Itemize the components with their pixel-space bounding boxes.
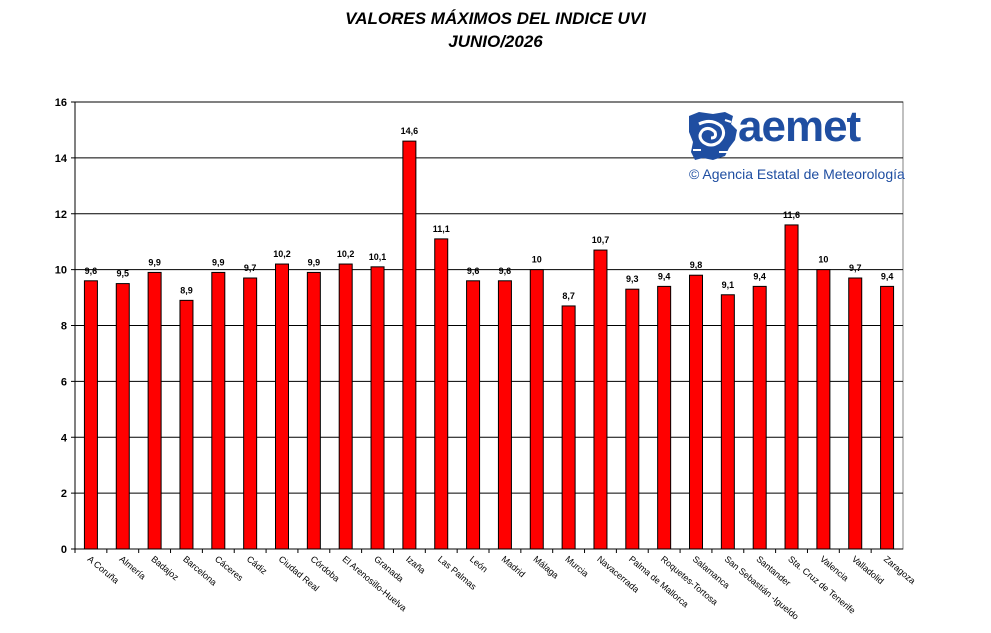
- y-tick-label: 0: [61, 544, 67, 556]
- value-label: 9,3: [626, 274, 639, 284]
- category-label: León: [468, 554, 490, 575]
- y-tick-label: 12: [55, 209, 67, 221]
- value-labels: 9,6 9,5 9,9 8,9 9,9 9,7 10,2 9,9 10,2 10,1 14,6 11,…: [85, 126, 894, 301]
- bars: [83, 140, 895, 550]
- bar: [848, 277, 863, 550]
- logo-wordmark: aemet: [738, 102, 861, 151]
- bar: [338, 263, 353, 550]
- axes: [71, 101, 903, 553]
- bar: [306, 271, 321, 550]
- bar: [243, 277, 258, 550]
- category-label: Badajoz: [149, 554, 181, 583]
- category-label: Zaragoza: [882, 554, 918, 586]
- value-label: 9,7: [244, 263, 257, 273]
- value-label: 9,9: [148, 257, 161, 267]
- bar: [497, 280, 512, 550]
- value-label: 11,1: [433, 224, 450, 234]
- value-label: 9,4: [881, 271, 894, 281]
- y-tick-labels: 0 2 4 6 8 10 12 14 16: [55, 97, 68, 556]
- category-label: Palma de Mallorca: [627, 554, 691, 610]
- bar: [434, 238, 449, 550]
- value-label: 8,7: [562, 291, 575, 301]
- aemet-logo: aemet © Agencia Estatal de Meteorología: [683, 102, 905, 190]
- category-label: Cádiz: [245, 554, 269, 577]
- bar: [561, 305, 576, 550]
- value-label: 9,8: [690, 260, 703, 270]
- y-tick-label: 6: [61, 376, 67, 388]
- value-label: 8,9: [180, 285, 193, 295]
- y-tick-label: 2: [61, 488, 67, 500]
- value-label: 10,1: [369, 252, 387, 262]
- bar: [115, 283, 130, 550]
- chart-title: VALORES MÁXIMOS DEL INDICE UVI: [345, 9, 646, 28]
- bar: [179, 299, 194, 550]
- category-label: Barcelona: [181, 554, 218, 588]
- value-label: 10,2: [337, 249, 355, 259]
- aemet-spain-map-icon: [689, 112, 737, 160]
- bar: [275, 263, 289, 550]
- bar: [625, 288, 640, 550]
- bar: [211, 271, 226, 550]
- bar: [816, 269, 831, 550]
- value-label: 9,4: [658, 271, 671, 281]
- bar: [720, 294, 735, 550]
- bar: [880, 285, 895, 550]
- y-tick-label: 10: [55, 265, 67, 277]
- value-label: 9,6: [85, 266, 98, 276]
- category-label: Murcia: [563, 554, 590, 579]
- bar: [689, 274, 703, 550]
- category-label: Málaga: [531, 554, 560, 581]
- bar: [83, 280, 98, 550]
- value-label: 10,2: [273, 249, 291, 259]
- bar: [147, 271, 162, 550]
- bar: [784, 224, 799, 550]
- bar: [657, 285, 672, 550]
- bar: [370, 266, 385, 550]
- category-label: Madrid: [500, 554, 528, 579]
- value-label: 14,6: [401, 126, 419, 136]
- value-label: 10,7: [592, 235, 610, 245]
- bar: [466, 280, 481, 550]
- category-label: Roquetes-Tortosa: [659, 554, 720, 607]
- value-label: 11,6: [783, 210, 800, 220]
- chart-subtitle: JUNIO/2026: [448, 32, 543, 51]
- value-label: 9,7: [849, 263, 862, 273]
- value-label: 9,9: [212, 257, 225, 267]
- category-label: A Coruña: [86, 554, 121, 586]
- category-label: Almería: [117, 554, 147, 582]
- value-label: 9,9: [308, 257, 321, 267]
- value-label: 9,6: [499, 266, 512, 276]
- value-label: 9,6: [467, 266, 480, 276]
- value-label: 9,1: [722, 280, 735, 290]
- bar: [529, 269, 544, 550]
- category-label: Izaña: [404, 554, 427, 576]
- y-tick-label: 4: [61, 432, 68, 444]
- value-label: 9,5: [117, 269, 130, 279]
- bar: [402, 140, 417, 550]
- value-label: 10: [818, 255, 828, 265]
- y-tick-label: 8: [61, 321, 67, 333]
- logo-subtitle: © Agencia Estatal de Meteorología: [689, 166, 905, 182]
- category-label: Valladolid: [850, 554, 886, 586]
- y-tick-label: 16: [55, 97, 67, 109]
- value-label: 9,4: [753, 271, 766, 281]
- bar: [752, 285, 767, 550]
- y-tick-label: 14: [55, 153, 68, 165]
- value-label: 10: [532, 255, 542, 265]
- bar: [593, 249, 608, 550]
